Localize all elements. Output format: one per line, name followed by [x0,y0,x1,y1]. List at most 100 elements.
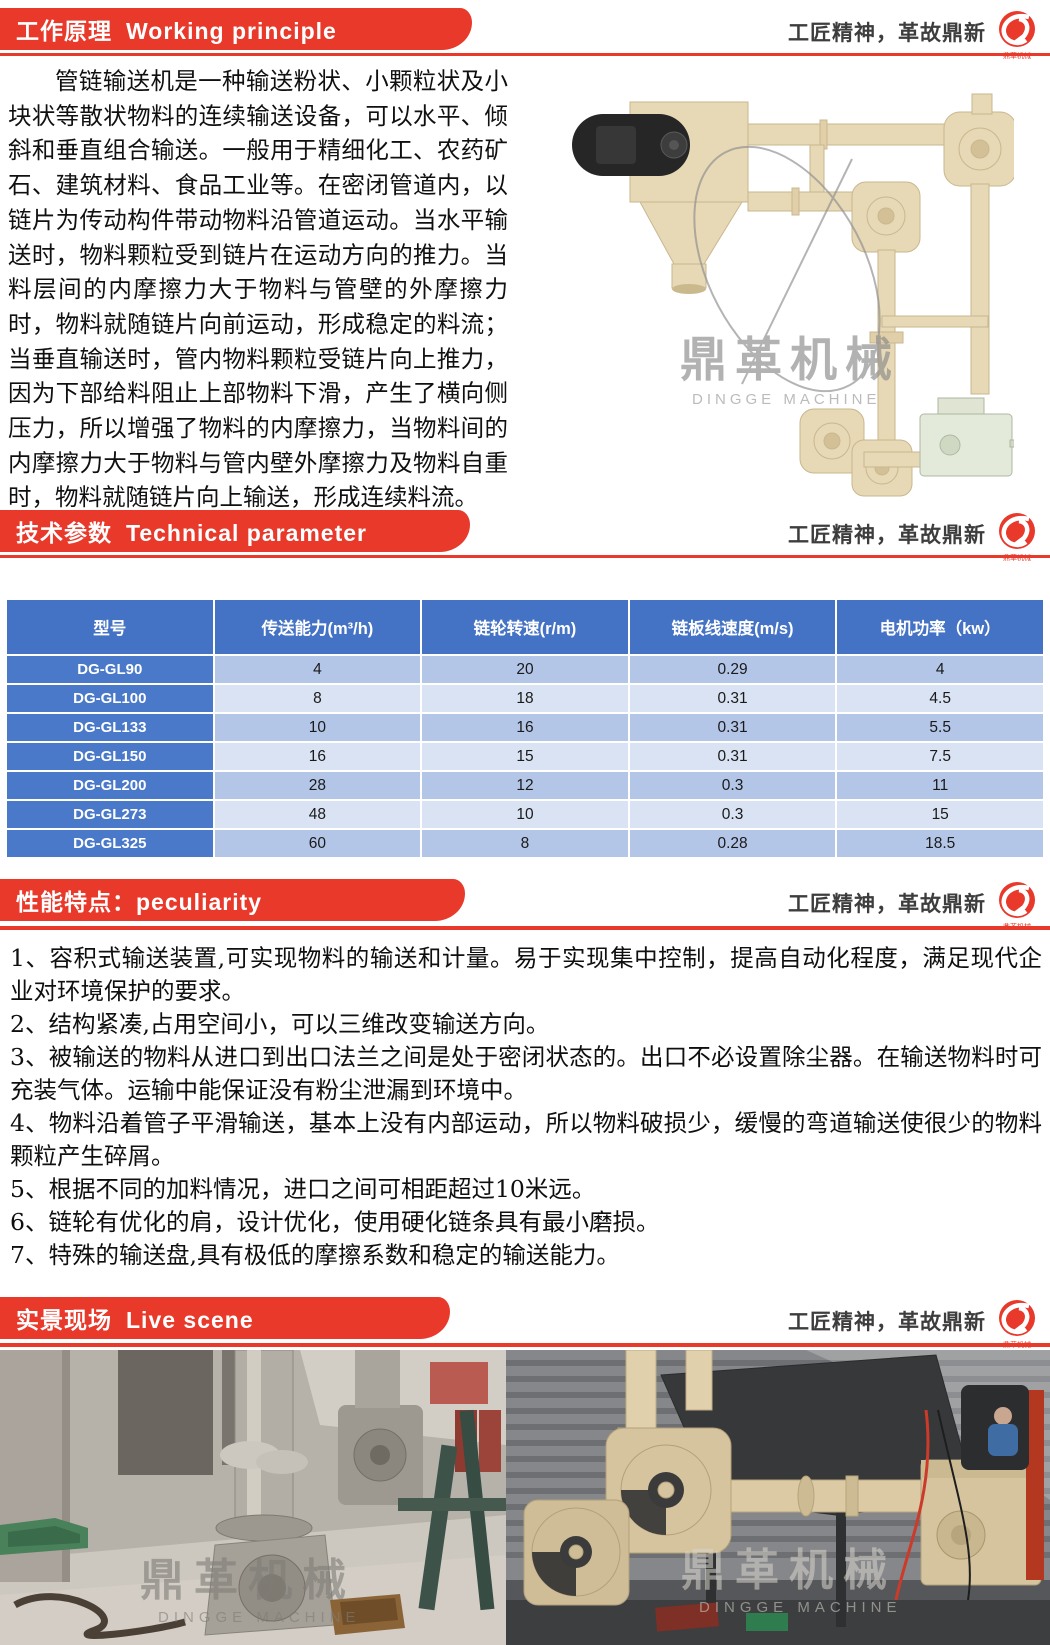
cell-chain-speed: 0.3 [629,801,836,828]
col-header-model: 型号 [7,600,213,654]
cell-capacity: 4 [214,656,421,683]
cell-model: DG-GL133 [7,714,213,741]
section-band-technical-parameter: 技术参数 Technical parameter [0,510,470,552]
brand-row: 工匠精神，革故鼎新 鼎革机械 [788,881,1038,931]
section-band-live-scene: 实景现场 Live scene [0,1297,450,1339]
section-divider-line [0,1343,1050,1347]
section-title: 技术参数 Technical parameter [16,514,367,548]
section-title-en: peculiarity [136,889,263,915]
cell-capacity: 16 [214,743,421,770]
section-title-zh: 技术参数 [16,520,112,546]
section-divider-line [0,555,1050,558]
cell-model: DG-GL100 [7,685,213,712]
feature-list: 1、容积式输送装置,可实现物料的输送和计量。易于实现集中控制，提高自动化程度，满… [10,942,1042,1272]
feature-item: 5、根据不同的加料情况，进口之间可相距超过10米远。 [10,1175,596,1203]
brand-logo: 鼎革机械 [999,1300,1035,1349]
photo-watermark: 鼎革机械 DINGGE MACHINE [140,1556,361,1626]
cell-capacity: 8 [214,685,421,712]
section-title-zh: 实景现场 [16,1307,112,1333]
table-row: DG-GL325 60 8 0.28 18.5 [7,830,1043,857]
watermark-en: DINGGE MACHINE [699,1599,902,1616]
photo-watermark: 鼎革机械 DINGGE MACHINE [681,1546,902,1616]
cell-capacity: 60 [214,830,421,857]
cell-motor-power: 15 [837,801,1043,828]
cell-chain-speed: 0.29 [629,656,836,683]
cell-sprocket-speed: 10 [422,801,628,828]
section-title-en: Technical parameter [126,520,368,546]
table-row: DG-GL90 4 20 0.29 4 [7,656,1043,683]
table-row: DG-GL273 48 10 0.3 15 [7,801,1043,828]
table-row: DG-GL150 16 15 0.31 7.5 [7,743,1043,770]
brand-row: 工匠精神，革故鼎新 鼎革机械 [788,512,1038,562]
watermark-en: DINGGE MACHINE [158,1609,361,1626]
brand-row: 工匠精神，革故鼎新 鼎革机械 [788,1299,1038,1349]
figure-watermark: 鼎革机械 DINGGE MACHINE [680,145,900,408]
section-title-zh: 工作原理 [16,18,112,44]
col-header-capacity: 传送能力(m³/h) [214,600,421,654]
live-scene-photo-right: 鼎革机械 DINGGE MACHINE [506,1350,1050,1645]
cell-motor-power: 5.5 [837,714,1043,741]
slogan-text: 工匠精神，革故鼎新 [788,1311,986,1334]
cell-sprocket-speed: 16 [422,714,628,741]
slogan-text: 工匠精神，革故鼎新 [788,524,986,547]
product-figure: 鼎革机械 DINGGE MACHINE [572,93,1014,497]
table-row: DG-GL133 10 16 0.31 5.5 [7,714,1043,741]
cell-model: DG-GL273 [7,801,213,828]
col-header-sprocket-speed: 链轮转速(r/m) [422,600,628,654]
watermark-zh: 鼎革机械 [680,333,900,386]
cell-capacity: 28 [214,772,421,799]
cell-model: DG-GL150 [7,743,213,770]
section-divider-line [0,926,1050,930]
hopper-funnel [639,201,743,265]
cell-motor-power: 7.5 [837,743,1043,770]
feature-item: 4、物料沿着管子平滑输送，基本上没有内部运动，所以物料破损少，缓慢的弯道输送使很… [10,1109,1042,1170]
live-scene-photo-left: 鼎革机械 DINGGE MACHINE [0,1350,506,1645]
cell-motor-power: 4.5 [837,685,1043,712]
slogan-text: 工匠精神，革故鼎新 [788,893,986,916]
section-title-zh: 性能特点： [16,889,136,915]
col-header-motor-power: 电机功率（kw） [837,600,1043,654]
technical-parameter-table: 型号 传送能力(m³/h) 链轮转速(r/m) 链板线速度(m/s) 电机功率（… [5,598,1045,859]
section-band-peculiarity: 性能特点：peculiarity [0,879,465,921]
cell-capacity: 10 [214,714,421,741]
section-title-en: Live scene [126,1307,254,1333]
slogan-text: 工匠精神，革故鼎新 [788,22,986,45]
cell-capacity: 48 [214,801,421,828]
feature-item: 3、被输送的物料从进口到出口法兰之间是处于密闭状态的。出口不必设置除尘器。在输送… [10,1043,1042,1104]
cell-chain-speed: 0.31 [629,743,836,770]
cell-motor-power: 11 [837,772,1043,799]
table-row: DG-GL200 28 12 0.3 11 [7,772,1043,799]
live-scene-photos: 鼎革机械 DINGGE MACHINE [0,1350,1050,1645]
cell-sprocket-speed: 8 [422,830,628,857]
cell-model: DG-GL325 [7,830,213,857]
watermark-zh: 鼎革机械 [140,1556,356,1605]
feature-item: 2、结构紧凑,占用空间小，可以三维改变输送方向。 [10,1010,550,1038]
watermark-en: DINGGE MACHINE [692,391,881,408]
section-divider-line [0,53,1050,56]
table-header-row: 型号 传送能力(m³/h) 链轮转速(r/m) 链板线速度(m/s) 电机功率（… [7,600,1043,654]
cell-sprocket-speed: 15 [422,743,628,770]
brand-logo: 鼎革机械 [999,882,1035,931]
section-title: 性能特点：peculiarity [16,883,262,917]
cell-model: DG-GL90 [7,656,213,683]
cell-motor-power: 4 [837,656,1043,683]
pipe-vertical-right [970,183,990,395]
section-title-en: Working principle [126,18,337,44]
cell-sprocket-speed: 12 [422,772,628,799]
cell-chain-speed: 0.31 [629,714,836,741]
watermark-zh: 鼎革机械 [681,1546,897,1595]
feature-item: 1、容积式输送装置,可实现物料的输送和计量。易于实现集中控制，提高自动化程度，满… [10,944,1042,1005]
feature-item: 6、链轮有优化的肩，设计优化，使用硬化链条具有最小磨损。 [10,1208,660,1236]
cell-motor-power: 18.5 [837,830,1043,857]
cell-model: DG-GL200 [7,772,213,799]
pipe-top [747,123,959,146]
pipe-middle [747,191,855,212]
section-title: 工作原理 Working principle [16,12,337,46]
feature-item: 7、特殊的输送盘,具有极低的摩擦系数和稳定的输送能力。 [10,1241,620,1269]
cell-chain-speed: 0.28 [629,830,836,857]
section-title: 实景现场 Live scene [16,1301,254,1335]
cell-sprocket-speed: 20 [422,656,628,683]
section-band-working-principle: 工作原理 Working principle [0,8,472,50]
working-principle-paragraph: 管链输送机是一种输送粉状、小颗粒状及小块状等散状物料的连续输送设备，可以水平、倾… [8,67,508,512]
table-row: DG-GL100 8 18 0.31 4.5 [7,685,1043,712]
